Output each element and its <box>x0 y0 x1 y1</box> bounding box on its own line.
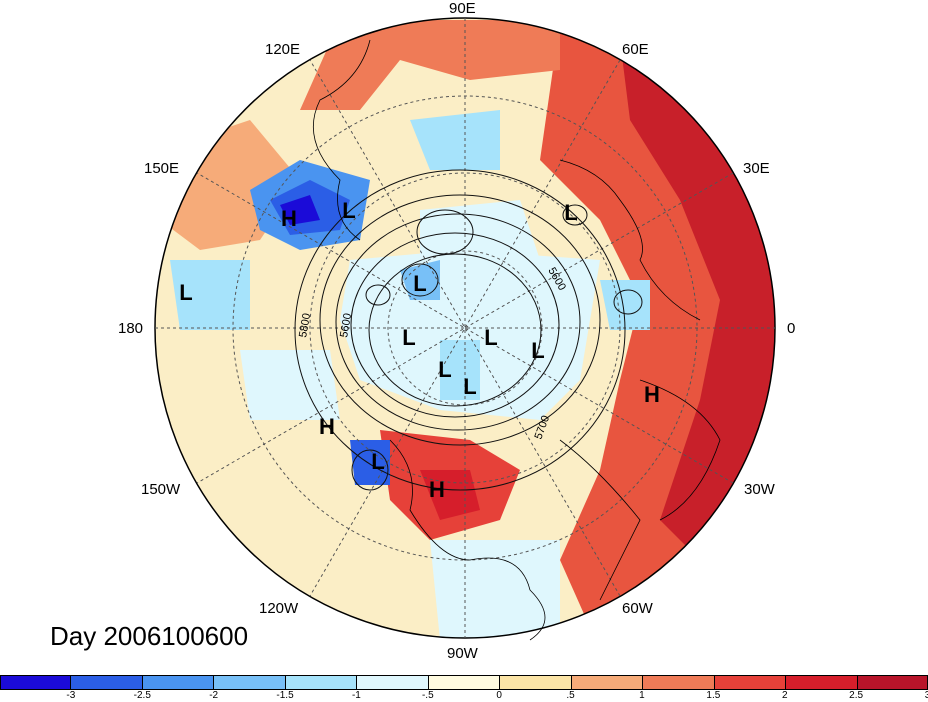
pressure-center-h: H <box>644 382 660 407</box>
pressure-center-l: L <box>342 198 355 223</box>
colorbar-segment <box>571 675 644 689</box>
lon-label-120e: 120E <box>265 41 301 58</box>
colorbar-ticks: -3 -2.5 -2 -1.5 -1 -.5 0 .5 1 1.5 2 2.5 3 <box>0 690 928 702</box>
colorbar-tick-label: 1.5 <box>706 690 721 701</box>
colorbar-tick-label: 2.5 <box>849 690 864 701</box>
colorbar-tick-label: -2 <box>209 690 219 701</box>
pressure-centers: H L L L L L L L L L H H L H <box>179 198 660 502</box>
colorbar <box>0 675 928 689</box>
colorbar-tick-label: -1 <box>351 690 361 701</box>
colorbar-tick-label: .5 <box>566 690 575 701</box>
colorbar-segment <box>786 675 858 689</box>
lon-label-60e: 60E <box>622 41 649 58</box>
colorbar-segment <box>643 675 715 689</box>
colorbar-segment <box>214 675 286 689</box>
colorbar-segment <box>500 675 572 689</box>
coastlines <box>313 39 721 641</box>
colorbar-segment <box>428 675 501 689</box>
pressure-center-l: L <box>371 449 384 474</box>
colorbar-tick-label: 3 <box>924 690 928 701</box>
pressure-center-l: L <box>463 374 476 399</box>
pressure-center-l: L <box>402 325 415 350</box>
day-title: Day 2006100600 <box>50 621 249 651</box>
pressure-center-l: L <box>179 280 192 305</box>
colorbar-segment <box>714 675 787 689</box>
colorbar-segment <box>142 675 215 689</box>
colorbar-segment <box>71 675 143 689</box>
pressure-center-h: H <box>319 414 335 439</box>
colorbar-tick-label: 0 <box>496 690 502 701</box>
colorbar-segment <box>857 675 928 689</box>
anomaly-field <box>155 18 775 638</box>
lon-label-150w: 150W <box>141 481 181 498</box>
pressure-center-h: H <box>429 477 445 502</box>
colorbar-tick-label: -.5 <box>421 690 434 701</box>
lon-label-30e: 30E <box>743 160 770 177</box>
lon-label-120w: 120W <box>259 600 299 617</box>
colorbar-tick-label: -3 <box>66 690 76 701</box>
lon-label-90e: 90E <box>449 0 476 17</box>
lon-label-150e: 150E <box>144 160 180 177</box>
lon-label-30w: 30W <box>744 481 775 498</box>
lon-label-60w: 60W <box>622 600 653 617</box>
colorbar-segment <box>285 675 358 689</box>
colorbar-tick-label: 1 <box>639 690 645 701</box>
colorbar-tick-label: 2 <box>781 690 788 701</box>
lon-label-90w: 90W <box>447 645 478 662</box>
pressure-center-l: L <box>564 200 577 225</box>
colorbar-segment <box>0 675 72 689</box>
lon-label-180: 180 <box>118 320 144 337</box>
contour-label: 5800 <box>297 312 313 338</box>
pressure-center-l: L <box>484 325 497 350</box>
pressure-center-l: L <box>531 338 544 363</box>
contour-label: 5600 <box>338 312 354 338</box>
pressure-center-l: L <box>413 271 426 296</box>
colorbar-tick-label: -1.5 <box>276 690 294 701</box>
pressure-center-h: H <box>281 206 297 231</box>
lon-label-0: 0 <box>787 320 796 337</box>
colorbar-segment <box>357 675 429 689</box>
geopotential-contours <box>294 169 643 491</box>
pressure-center-l: L <box>438 357 451 382</box>
colorbar-tick-label: -2.5 <box>133 690 151 701</box>
